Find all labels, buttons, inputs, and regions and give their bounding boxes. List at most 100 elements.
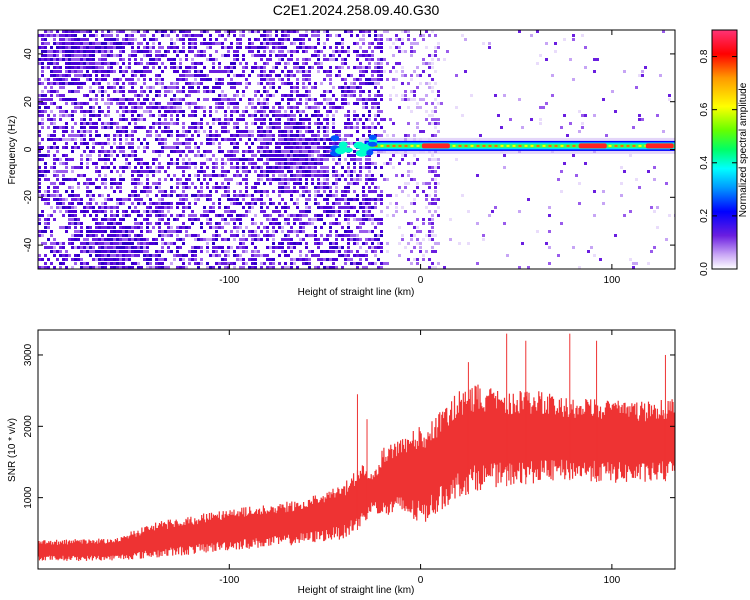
heatmap-cell [299,166,302,169]
heatmap-cell [203,50,206,53]
heatmap-cell [92,206,95,209]
heatmap-cell [218,266,221,269]
heatmap-cell [218,174,221,177]
heatmap-cell [551,94,554,97]
heatmap-cell [62,34,65,37]
heatmap-cell [65,58,68,61]
heatmap-cell [392,54,395,57]
heatmap-cell [365,202,368,205]
heatmap-cell [65,158,68,161]
heatmap-cell [389,194,392,197]
heatmap-cell [335,142,338,145]
heatmap-cell [335,222,338,225]
heatmap-cell [182,238,185,241]
heatmap-cell [368,170,371,173]
heatmap-cell [359,30,362,33]
heatmap-cell [80,138,83,141]
heatmap-cell [416,226,419,229]
heatmap-cell [146,214,149,217]
heatmap-cell [317,50,320,53]
heatmap-cell [158,262,161,265]
heatmap-cell [38,114,41,117]
heatmap-cell [116,82,119,85]
heatmap-cell [65,266,68,269]
heatmap-cell [113,178,116,181]
heatmap-cell [47,222,50,225]
heatmap-cell [158,186,161,189]
heatmap-cell [206,74,209,77]
heatmap-cell [107,158,110,161]
heatmap-cell [254,250,257,253]
heatmap-cell [236,194,239,197]
heatmap-cell [134,246,137,249]
heatmap-cell [245,174,248,177]
heatmap-cell [122,30,125,33]
heatmap-cell [158,226,161,229]
heatmap-cell [410,42,413,45]
heatmap-cell [317,254,320,257]
heatmap-cell [209,226,212,229]
heatmap-cell [170,98,173,101]
heatmap-cell [74,210,77,213]
heatmap-cell [119,246,122,249]
heatmap-cell [311,106,314,109]
heatmap-cell [431,178,434,181]
y-tick-label: 40 [23,48,34,60]
heatmap-cell [92,218,95,221]
heatmap-cell [230,78,233,81]
heatmap-cell [347,222,350,225]
heatmap-cell [218,70,221,73]
heatmap-cell [266,42,269,45]
heatmap-cell [209,266,212,269]
heatmap-cell [161,54,164,57]
heatmap-cell [101,66,104,69]
heatmap-cell [209,34,212,37]
heatmap-cell [197,122,200,125]
heatmap-cell [134,130,137,133]
heatmap-cell [428,238,431,241]
heatmap-cell [221,246,224,249]
heatmap-cell [329,266,332,269]
heatmap-cell [449,238,452,241]
heatmap-cell [290,214,293,217]
heatmap-cell [203,162,206,165]
heatmap-cell [230,102,233,105]
heatmap-cell [113,266,116,269]
heatmap-cell [56,82,59,85]
heatmap-cell [266,82,269,85]
heatmap-cell [323,190,326,193]
heatmap-cell [665,238,668,241]
y-tick-label: 0 [23,146,34,152]
heatmap-cell [278,226,281,229]
heatmap-cell [272,210,275,213]
heatmap-cell [77,254,80,257]
heatmap-cell [416,102,419,105]
heatmap-cell [215,118,218,121]
heatmap-cell [53,194,56,197]
heatmap-cell [593,254,596,257]
heatmap-cell [257,174,260,177]
heatmap-cell [341,238,344,241]
heatmap-cell [341,254,344,257]
heatmap-cell [371,190,374,193]
heatmap-cell [269,42,272,45]
heatmap-cell [77,54,80,57]
heatmap-cell [305,86,308,89]
heatmap-cell [287,138,290,141]
heatmap-cell [284,54,287,57]
heatmap-cell [629,258,632,261]
heatmap-cell [368,262,371,265]
heatmap-cell [170,86,173,89]
heatmap-cell [215,86,218,89]
heatmap-cell [584,46,587,49]
heatmap-cell [68,54,71,57]
heatmap-cell [77,86,80,89]
heatmap-cell [41,138,44,141]
heatmap-cell [200,118,203,121]
heatmap-cell [266,226,269,229]
heatmap-cell [380,166,383,169]
heatmap-cell [203,90,206,93]
heatmap-cell [53,158,56,161]
heatmap-cell [146,178,149,181]
heatmap-cell [611,90,614,93]
